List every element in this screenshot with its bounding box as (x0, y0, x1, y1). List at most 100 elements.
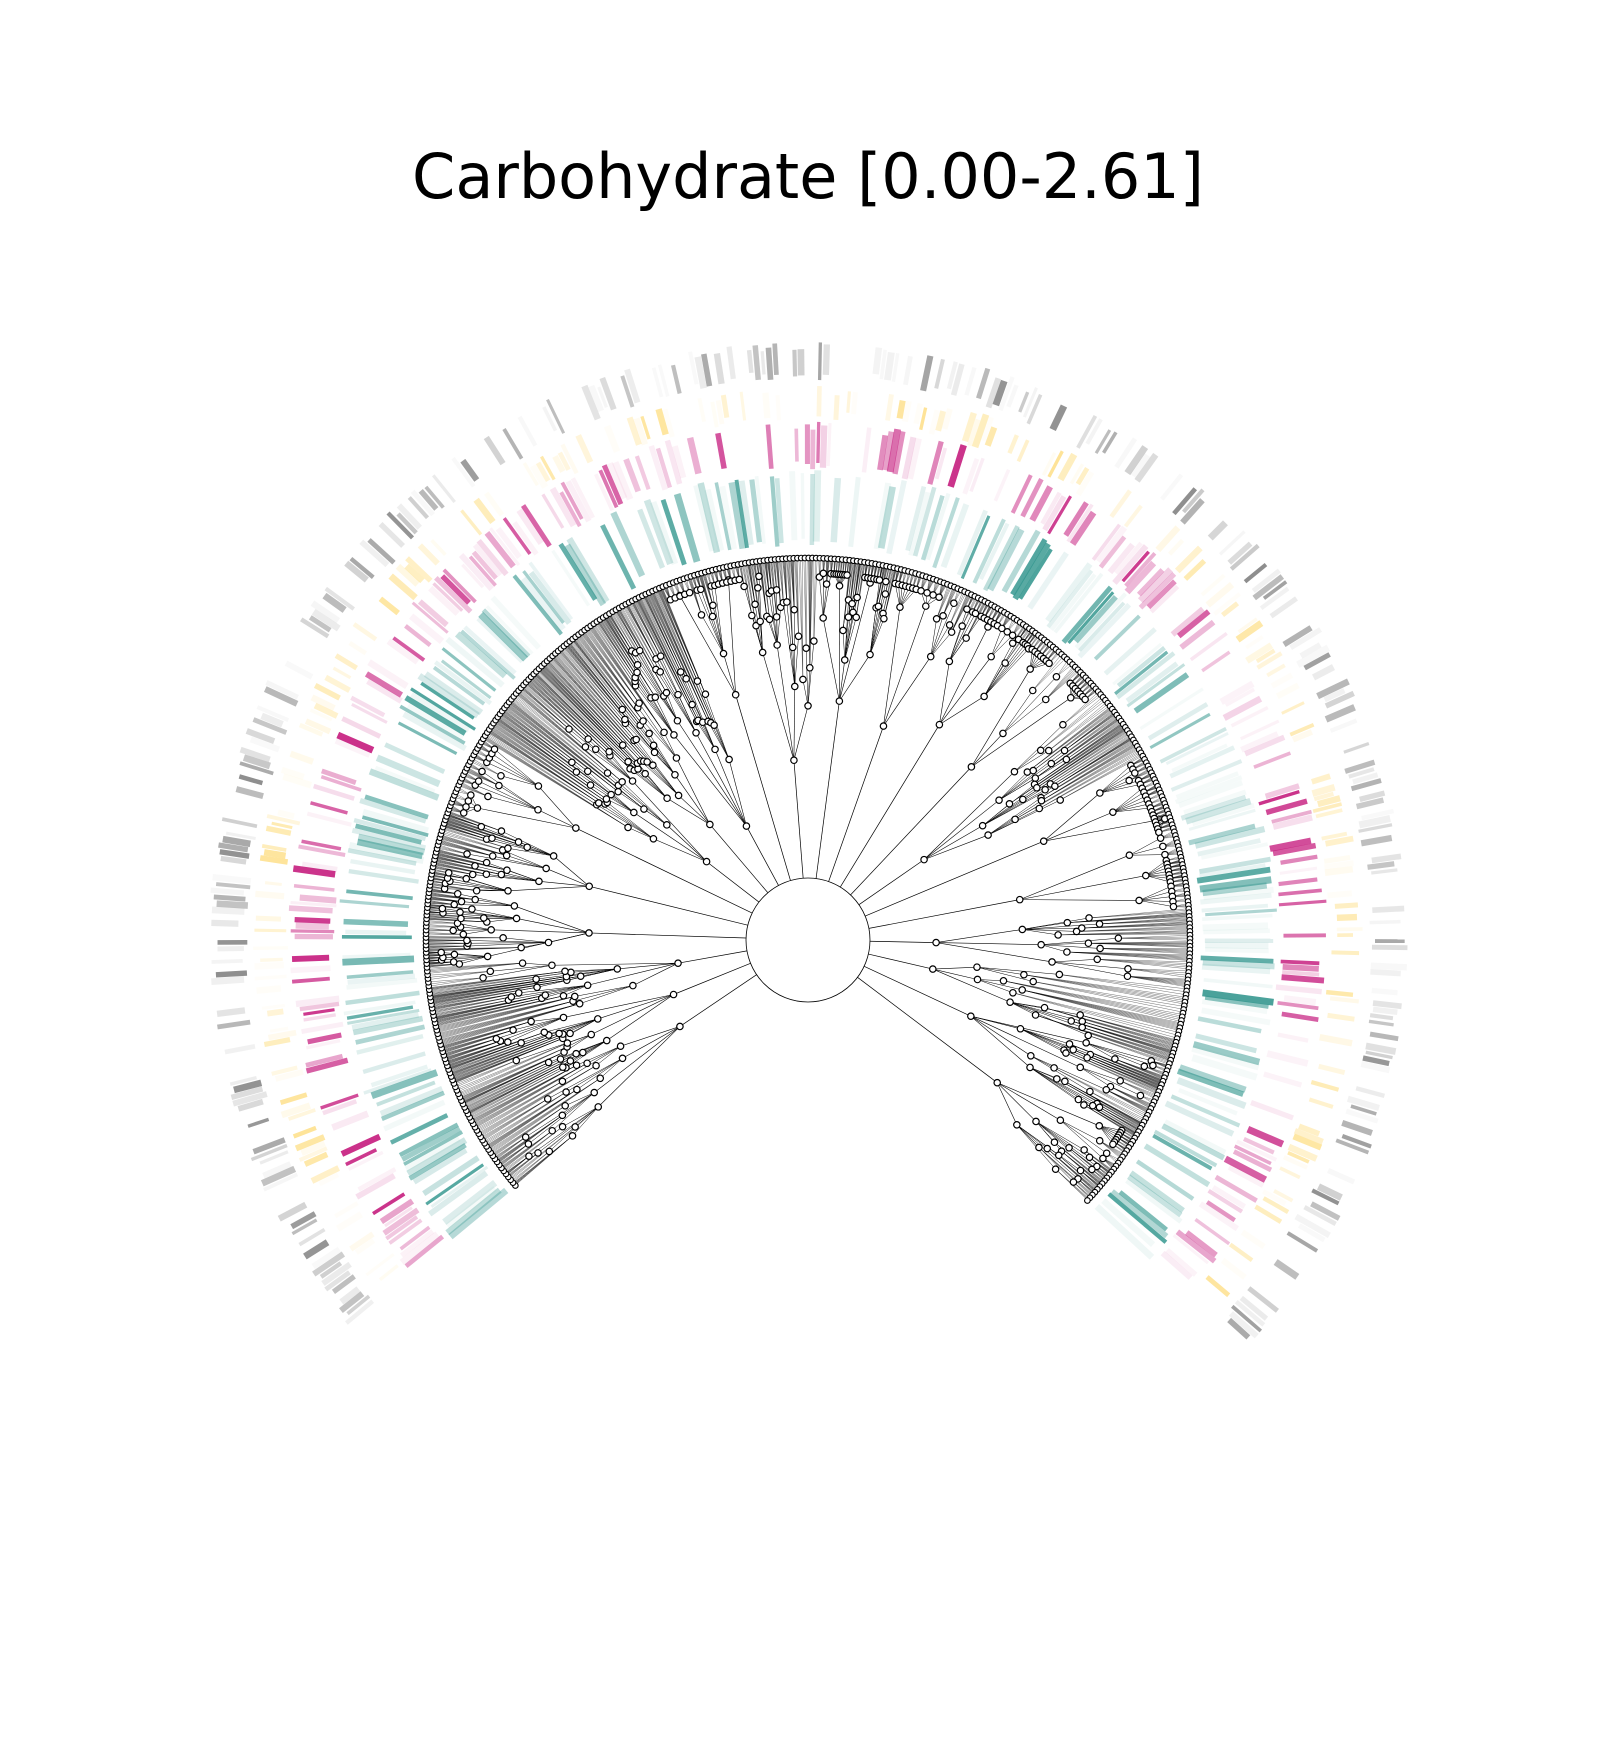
branch (1060, 1120, 1104, 1159)
branch (949, 613, 976, 662)
branch (869, 607, 877, 655)
ring-mark (313, 683, 341, 701)
ring-mark (1273, 1189, 1294, 1203)
branch (426, 915, 461, 919)
branch (983, 645, 1028, 697)
internal-node (618, 705, 627, 714)
ring-mark (1135, 1159, 1195, 1201)
branch (850, 766, 972, 896)
ring-mark (1329, 996, 1359, 1004)
branch (576, 1058, 623, 1090)
branch (1139, 891, 1172, 901)
branch (1019, 854, 1130, 900)
ring-mark (1203, 886, 1274, 901)
ring-mark (1368, 1019, 1394, 1027)
internal-node (1125, 776, 1133, 785)
ring-mark (211, 976, 245, 985)
ring-mark (260, 957, 283, 962)
branch (1039, 752, 1141, 809)
ring-mark (1018, 391, 1030, 413)
branch (647, 593, 687, 679)
branch (1097, 959, 1190, 963)
ring-mark (1275, 984, 1322, 995)
branch (822, 584, 827, 618)
internal-node (754, 584, 762, 592)
ring-mark (1331, 950, 1360, 956)
ring-mark (424, 485, 445, 509)
branch (442, 912, 517, 919)
branch (673, 962, 751, 995)
branch (1045, 670, 1080, 700)
internal-node (507, 993, 516, 1001)
branch (458, 1046, 568, 1095)
branch (813, 558, 816, 642)
branch (996, 1082, 1018, 1125)
internal-node (483, 952, 492, 961)
internal-node (882, 577, 890, 586)
ring-mark (1207, 520, 1228, 541)
ring-mark (528, 561, 574, 621)
branch (793, 705, 809, 761)
ring-mark (1360, 1061, 1391, 1074)
ring-mark (1271, 809, 1312, 824)
branch (595, 749, 633, 782)
ring-mark (1303, 1205, 1337, 1226)
ring-mark (1170, 1094, 1241, 1128)
internal-node (742, 822, 751, 830)
branch (438, 844, 468, 855)
ring-mark (1201, 842, 1269, 860)
ring-mark (385, 1215, 419, 1241)
branch (1052, 959, 1098, 963)
ring-mark (341, 716, 382, 739)
branch (1127, 976, 1188, 985)
internal-node (788, 643, 797, 652)
internal-node (1099, 1154, 1107, 1163)
branch (1050, 733, 1130, 785)
ring-mark (1346, 1095, 1380, 1111)
ring-mark (1200, 573, 1226, 597)
branch (1012, 992, 1178, 1039)
ring-mark (225, 831, 256, 841)
ring-mark (1253, 751, 1292, 769)
internal-node (1086, 1087, 1094, 1096)
branch (650, 591, 709, 722)
branch (752, 562, 761, 622)
branch (1014, 750, 1049, 772)
internal-node (676, 668, 685, 676)
internal-node (1095, 920, 1104, 928)
internal-node (527, 1017, 535, 1026)
ring-mark (1136, 568, 1165, 597)
branch (643, 808, 667, 826)
branch (515, 694, 608, 774)
branch (1112, 792, 1145, 813)
branch (987, 819, 1016, 836)
internal-node (1135, 896, 1143, 905)
ring-mark (232, 1091, 268, 1107)
branch (522, 685, 570, 730)
branch (426, 924, 461, 928)
ring-mark (1202, 989, 1274, 1006)
ring-mark (594, 473, 615, 512)
branch (882, 567, 895, 614)
branch (701, 573, 713, 617)
branch (1048, 705, 1110, 751)
ring-mark (760, 351, 766, 375)
branch (723, 653, 736, 695)
branch (1088, 1035, 1171, 1063)
ring-mark (1230, 705, 1269, 728)
internal-node (453, 889, 462, 898)
branch (1020, 1028, 1091, 1055)
branch (634, 677, 675, 736)
ring-mark (260, 1165, 297, 1187)
ring-mark (349, 557, 375, 579)
branch (878, 566, 888, 607)
ring-mark (313, 783, 355, 801)
ring-mark (404, 563, 425, 584)
internal-node (1088, 1101, 1097, 1110)
ring-mark (1163, 1119, 1227, 1156)
ring-mark (1153, 1129, 1218, 1168)
internal-node (558, 1122, 567, 1131)
branch (575, 827, 753, 914)
ring-mark (361, 815, 429, 838)
